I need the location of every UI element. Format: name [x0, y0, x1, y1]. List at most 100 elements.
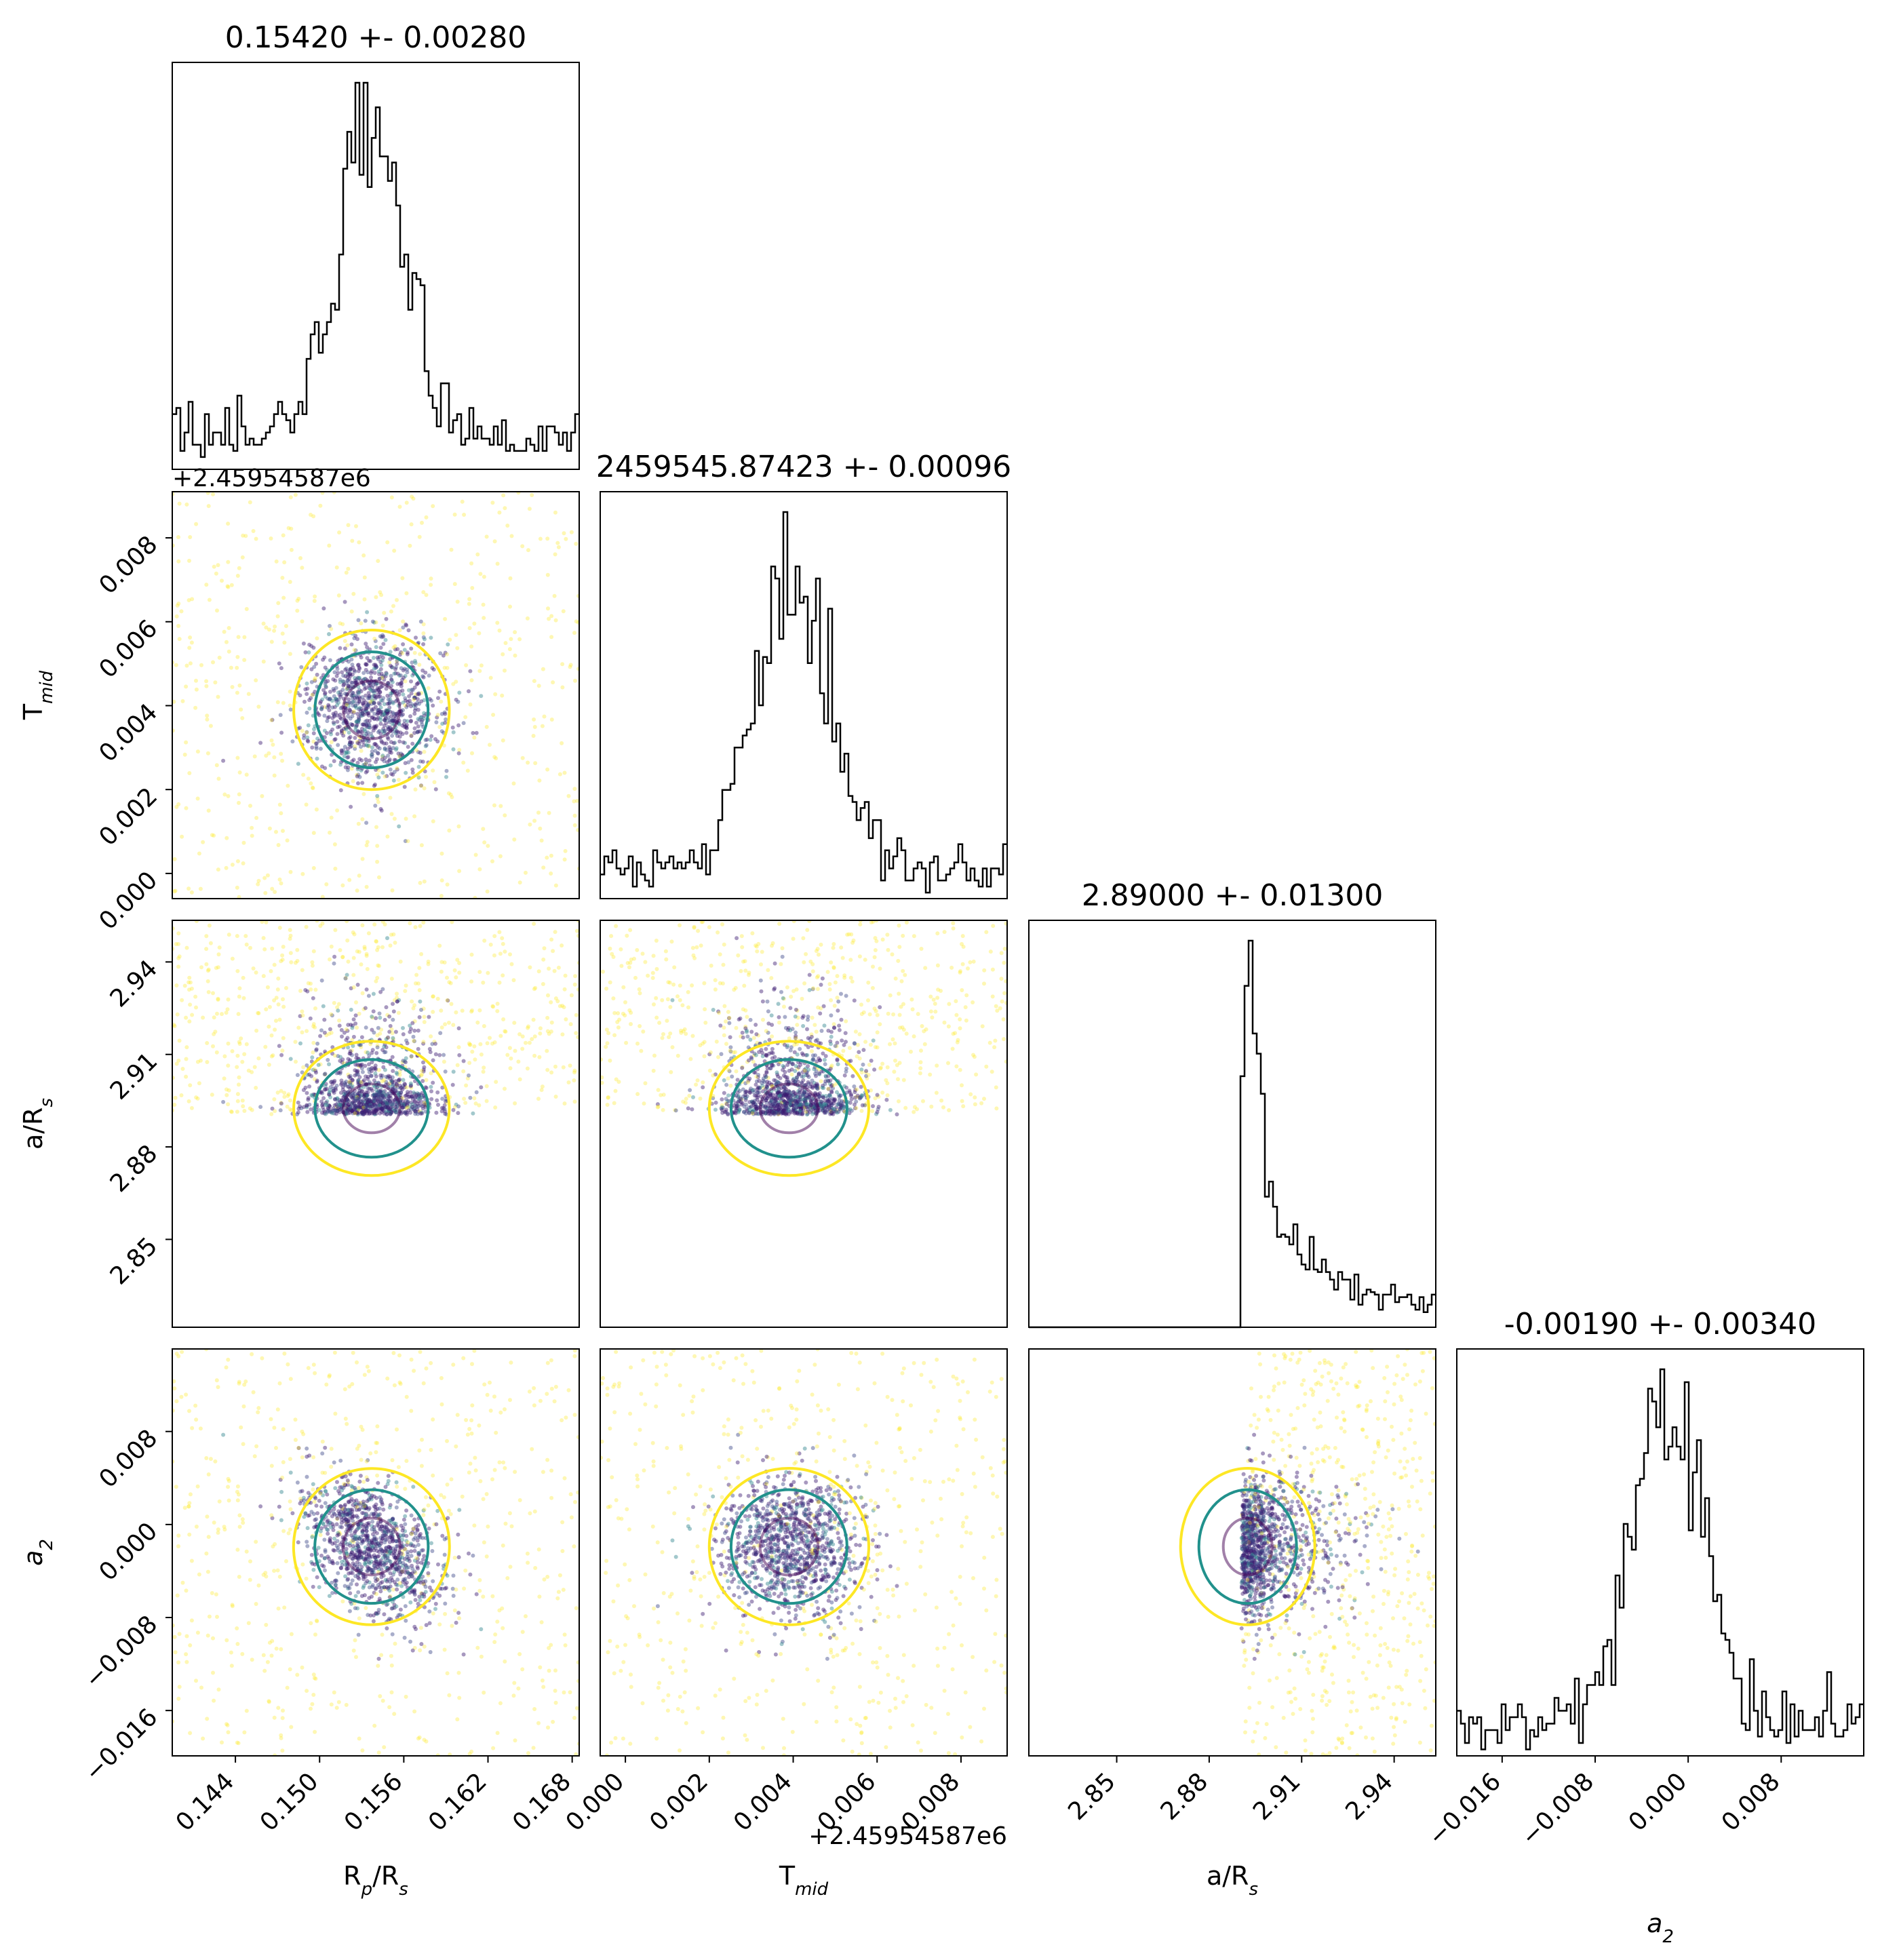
- sample-point: [420, 1091, 425, 1095]
- sample-point: [303, 987, 308, 992]
- sample-point: [728, 1049, 733, 1054]
- sample-point: [492, 934, 497, 939]
- sample-point: [848, 958, 853, 962]
- sample-point: [370, 1065, 374, 1070]
- sample-point: [389, 750, 393, 755]
- sample-point: [288, 869, 293, 874]
- sample-point: [750, 1088, 755, 1093]
- sample-point: [764, 1084, 769, 1089]
- sample-point: [387, 1081, 392, 1086]
- contour-level-3: [342, 679, 402, 741]
- sample-point: [350, 672, 355, 677]
- sample-point: [205, 492, 210, 495]
- sample-point: [770, 1046, 775, 1051]
- sample-point: [669, 939, 674, 944]
- sample-point: [391, 701, 395, 705]
- sample-point: [347, 742, 352, 747]
- sample-point: [772, 1110, 776, 1115]
- sample-point: [279, 1647, 283, 1651]
- sample-point: [414, 720, 418, 725]
- sample-point: [193, 994, 198, 999]
- sample-point: [828, 1039, 833, 1044]
- sample-point: [335, 713, 340, 718]
- sample-point: [319, 699, 324, 704]
- sample-point: [753, 1105, 758, 1110]
- sample-point: [194, 920, 199, 924]
- sample-point: [388, 1107, 393, 1111]
- sample-point: [361, 1105, 366, 1110]
- sample-point: [188, 535, 193, 539]
- sample-point: [394, 1544, 399, 1548]
- sample-point: [711, 1096, 716, 1101]
- sample-point: [366, 931, 371, 936]
- sample-point: [419, 690, 424, 695]
- sample-point: [307, 642, 312, 647]
- sample-point: [387, 745, 392, 749]
- sample-point: [440, 1097, 445, 1101]
- sample-point: [361, 671, 366, 675]
- sample-point: [395, 682, 400, 686]
- sample-point: [335, 1104, 340, 1109]
- sample-point: [378, 1090, 383, 1095]
- sample-point: [801, 1108, 806, 1113]
- sample-point: [897, 923, 901, 928]
- sample-point: [545, 767, 550, 772]
- sample-point: [417, 1094, 422, 1098]
- sample-point: [412, 726, 417, 730]
- sample-point: [401, 700, 406, 705]
- sample-point: [357, 949, 361, 954]
- sample-point: [633, 975, 638, 980]
- sample-point: [675, 994, 680, 999]
- sample-point: [364, 1108, 369, 1113]
- sample-point: [947, 1108, 952, 1112]
- sample-point: [767, 1108, 772, 1113]
- sample-point: [802, 1097, 807, 1102]
- contour-level-2: [729, 1058, 848, 1159]
- sample-point: [809, 1103, 814, 1108]
- sample-point: [244, 772, 249, 777]
- sample-point: [376, 963, 380, 968]
- sample-point: [318, 503, 323, 508]
- sample-point: [801, 1078, 806, 1082]
- sample-point: [345, 756, 350, 760]
- sample-point: [812, 1101, 817, 1106]
- sample-point: [769, 1110, 774, 1114]
- sample-point: [390, 1102, 395, 1107]
- sample-point: [834, 1044, 839, 1048]
- sample-point: [413, 695, 418, 700]
- sample-point: [364, 707, 368, 712]
- sample-point: [702, 981, 707, 985]
- sample-point: [389, 772, 393, 777]
- sample-point: [424, 1086, 429, 1091]
- contour-level-1: [292, 1040, 451, 1177]
- sample-point: [305, 1063, 309, 1067]
- sample-point: [722, 1091, 726, 1095]
- sample-point: [187, 1099, 191, 1103]
- sample-point: [216, 998, 220, 1002]
- sample-point: [740, 1065, 745, 1070]
- sample-point: [325, 705, 330, 710]
- sample-point: [796, 1100, 801, 1105]
- sample-point: [637, 987, 642, 992]
- sample-point: [846, 932, 851, 937]
- sample-point: [768, 1092, 772, 1096]
- sample-point: [720, 1110, 725, 1115]
- sample-point: [752, 1108, 757, 1112]
- sample-point: [839, 992, 843, 996]
- sample-point: [370, 716, 374, 720]
- sample-point: [365, 703, 370, 708]
- sample-point: [472, 621, 477, 626]
- sample-point: [743, 1081, 748, 1086]
- sample-point: [337, 724, 342, 729]
- sample-point: [397, 1091, 402, 1095]
- sample-point: [751, 1088, 756, 1093]
- sample-point: [817, 1091, 822, 1095]
- sample-point: [367, 694, 372, 699]
- sample-point: [385, 1101, 390, 1105]
- sample-point: [818, 1011, 823, 1016]
- sample-point: [738, 1016, 743, 1021]
- sample-point: [389, 1105, 393, 1110]
- sample-point: [416, 1099, 420, 1104]
- sample-point: [347, 697, 351, 702]
- sample-point: [354, 1108, 359, 1112]
